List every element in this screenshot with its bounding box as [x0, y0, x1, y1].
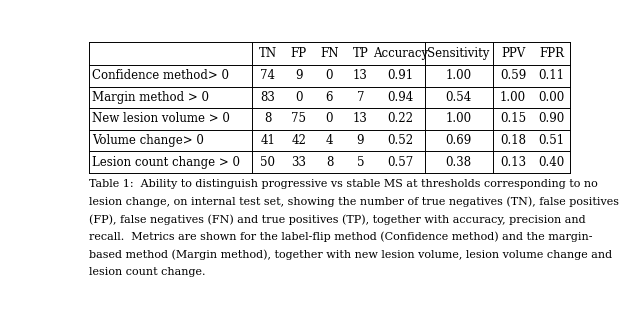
Text: 50: 50	[260, 156, 275, 169]
Text: Volume change> 0: Volume change> 0	[92, 134, 204, 147]
Text: Table 1:  Ability to distinguish progressive vs stable MS at thresholds correspo: Table 1: Ability to distinguish progress…	[89, 179, 598, 189]
Text: 75: 75	[291, 113, 306, 126]
Text: 0.00: 0.00	[538, 91, 564, 104]
Text: 0: 0	[326, 113, 333, 126]
Text: 0.52: 0.52	[387, 134, 413, 147]
Text: FP: FP	[291, 47, 307, 60]
Text: 0.90: 0.90	[538, 113, 564, 126]
Text: based method (Margin method), together with new lesion volume, lesion volume cha: based method (Margin method), together w…	[89, 250, 612, 260]
Text: Confidence method> 0: Confidence method> 0	[92, 69, 229, 82]
Text: 13: 13	[353, 69, 368, 82]
Text: FN: FN	[320, 47, 339, 60]
Text: 9: 9	[356, 134, 364, 147]
Text: Lesion count change > 0: Lesion count change > 0	[92, 156, 241, 169]
Text: 0.13: 0.13	[500, 156, 526, 169]
Text: lesion count change.: lesion count change.	[89, 267, 205, 277]
Text: 0.69: 0.69	[445, 134, 472, 147]
Text: 0.57: 0.57	[387, 156, 413, 169]
Text: 0.18: 0.18	[500, 134, 526, 147]
Text: recall.  Metrics are shown for the label-flip method (Confidence method) and the: recall. Metrics are shown for the label-…	[89, 232, 593, 242]
Text: 33: 33	[291, 156, 306, 169]
Text: 0.22: 0.22	[387, 113, 413, 126]
Text: 1.00: 1.00	[445, 113, 472, 126]
Text: Margin method > 0: Margin method > 0	[92, 91, 209, 104]
Text: 0.15: 0.15	[500, 113, 526, 126]
Text: 83: 83	[260, 91, 275, 104]
Text: 0: 0	[326, 69, 333, 82]
Text: 74: 74	[260, 69, 275, 82]
Text: 0.11: 0.11	[539, 69, 564, 82]
Text: 0.40: 0.40	[538, 156, 564, 169]
Text: TN: TN	[259, 47, 276, 60]
Text: 0.38: 0.38	[445, 156, 472, 169]
Text: 1.00: 1.00	[500, 91, 526, 104]
Text: New lesion volume > 0: New lesion volume > 0	[92, 113, 230, 126]
Text: 8: 8	[326, 156, 333, 169]
Text: 0.91: 0.91	[387, 69, 413, 82]
Text: (FP), false negatives (FN) and true positives (TP), together with accuracy, prec: (FP), false negatives (FN) and true posi…	[89, 214, 586, 225]
Text: lesion change, on internal test set, showing the number of true negatives (TN), : lesion change, on internal test set, sho…	[89, 197, 619, 207]
Text: 9: 9	[295, 69, 302, 82]
Text: 0.54: 0.54	[445, 91, 472, 104]
Text: 41: 41	[260, 134, 275, 147]
Text: 6: 6	[326, 91, 333, 104]
Text: 0.94: 0.94	[387, 91, 413, 104]
Text: 0.51: 0.51	[539, 134, 564, 147]
Text: 7: 7	[356, 91, 364, 104]
Text: 5: 5	[356, 156, 364, 169]
Text: 1.00: 1.00	[445, 69, 472, 82]
Text: TP: TP	[353, 47, 368, 60]
Text: Accuracy: Accuracy	[372, 47, 428, 60]
Text: FPR: FPR	[539, 47, 564, 60]
Text: 0: 0	[295, 91, 302, 104]
Text: 4: 4	[326, 134, 333, 147]
Text: 0.59: 0.59	[500, 69, 526, 82]
Text: 13: 13	[353, 113, 368, 126]
Text: PPV: PPV	[501, 47, 525, 60]
Text: 8: 8	[264, 113, 271, 126]
Text: 42: 42	[291, 134, 306, 147]
Text: Sensitivity: Sensitivity	[428, 47, 490, 60]
